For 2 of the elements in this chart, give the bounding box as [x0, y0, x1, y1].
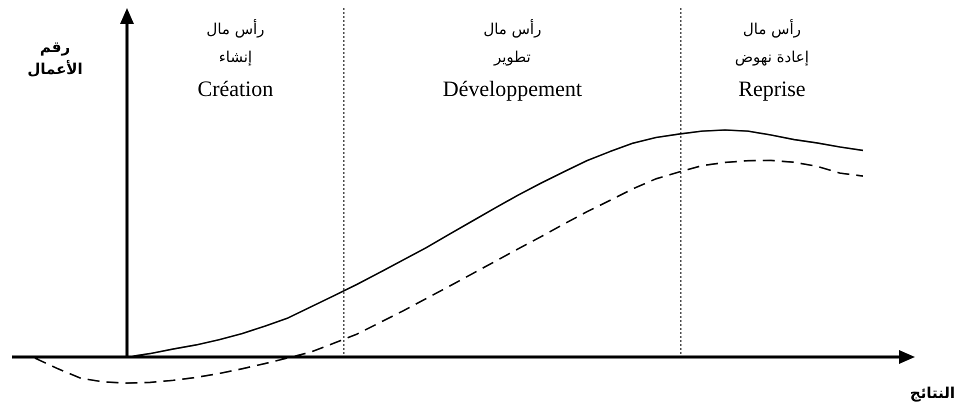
xlabel: النتائج — [910, 384, 955, 402]
ylabel: رقم الأعمال — [27, 38, 83, 78]
